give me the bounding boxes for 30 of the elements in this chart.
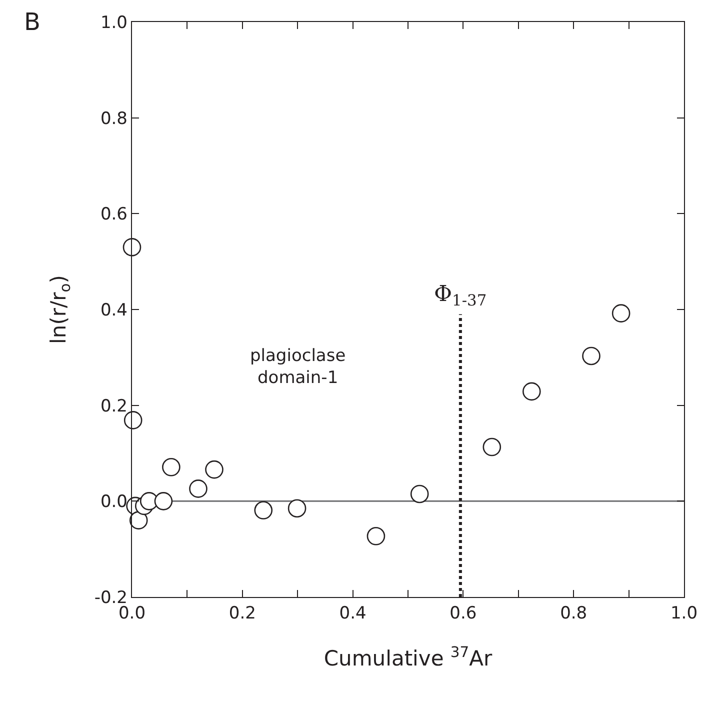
annotation: Φ$_{1-37}$: [434, 282, 487, 310]
point: [154, 492, 173, 510]
point: [288, 499, 306, 518]
point: [122, 238, 142, 256]
point: [522, 382, 541, 401]
y-tick-label: 1.0: [100, 12, 128, 33]
x-tick-label: 1.0: [670, 604, 698, 624]
x-tick-label: 0.0: [118, 604, 146, 624]
point: [189, 480, 208, 498]
y-tick-label: 0.2: [100, 396, 128, 416]
x-tick-label: 0.6: [450, 604, 477, 624]
point: [410, 484, 429, 504]
point: [366, 527, 386, 546]
y-tick-label: 0.6: [100, 204, 128, 225]
y-tick-label: 0.8: [100, 108, 128, 129]
x-tick-label: 0.4: [339, 604, 366, 624]
point: [162, 458, 180, 476]
x-tick-label: 0.8: [560, 604, 588, 624]
point: [582, 346, 600, 366]
x-tick-label: 0.2: [228, 604, 256, 624]
y-tick-label: 0.0: [100, 492, 128, 512]
y-tick-label: 0.4: [100, 300, 128, 320]
point: [482, 438, 502, 456]
x-axis-title: Cumulative $^{37}$Ar: [324, 644, 492, 671]
point: [254, 501, 273, 520]
annotation: plagioclase domain-1: [250, 346, 346, 388]
point: [612, 304, 630, 322]
text: B: [24, 8, 40, 36]
point: [124, 411, 142, 430]
point: [205, 460, 224, 479]
